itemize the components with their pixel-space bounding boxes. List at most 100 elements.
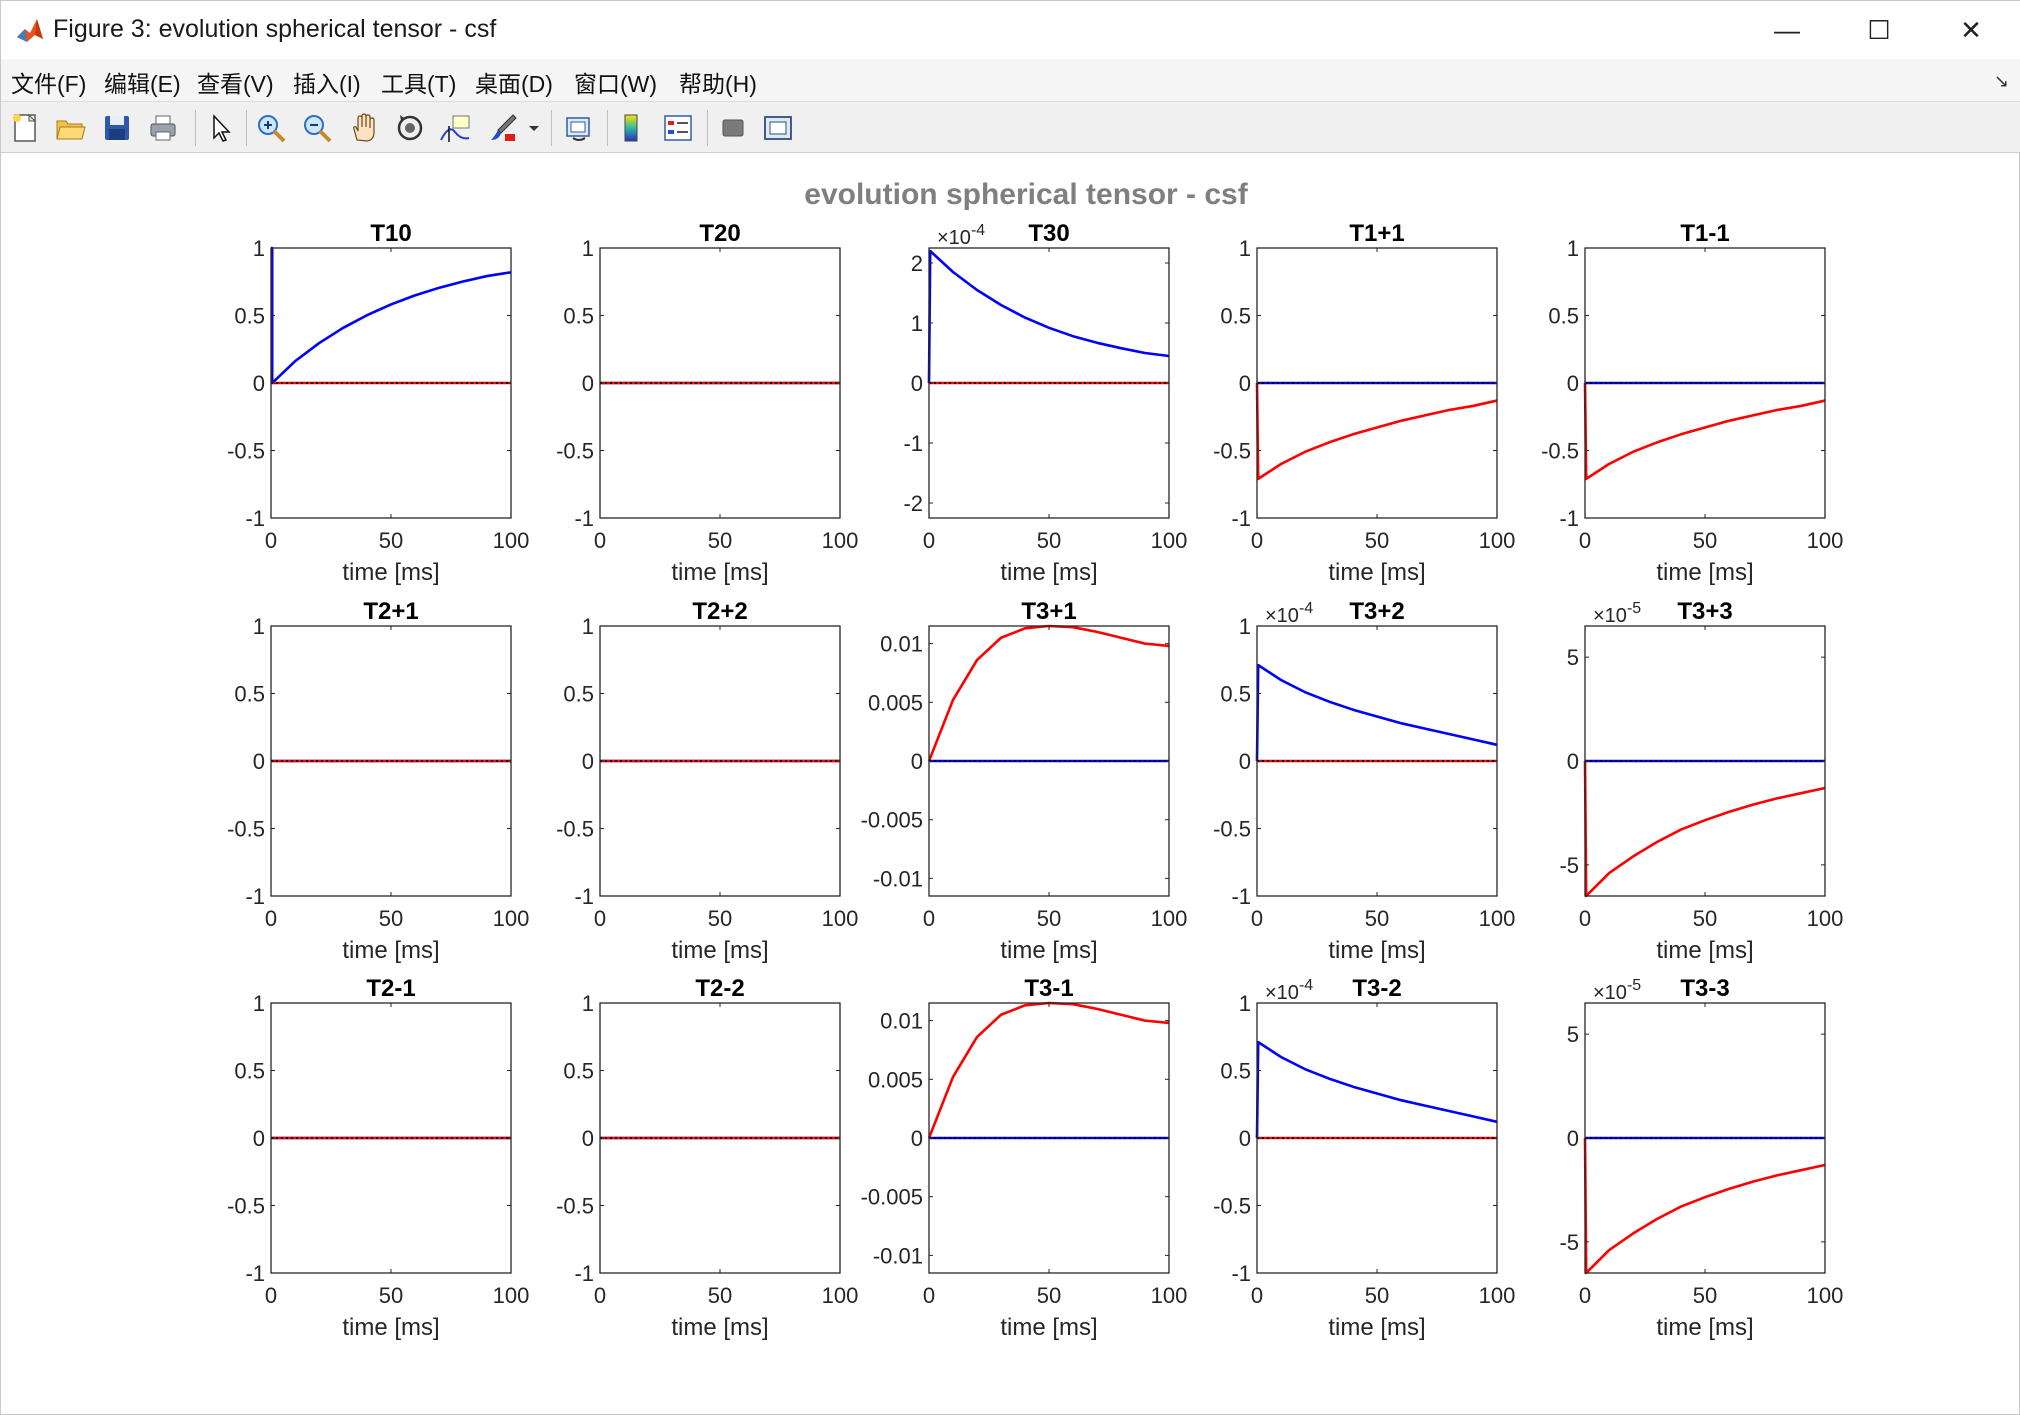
subplot-title: T3-1	[1024, 975, 1073, 1002]
figure-title: evolution spherical tensor - csf	[804, 178, 1248, 211]
zoom-in-icon[interactable]	[251, 108, 291, 148]
x-tick-label: 100	[822, 906, 859, 931]
series-line-blue	[1255, 663, 1498, 762]
x-tick-label: 0	[265, 906, 277, 931]
x-tick-label: 0	[265, 528, 277, 553]
y-tick-label: -1	[245, 884, 265, 909]
y-tick-label: -0.005	[861, 1185, 923, 1210]
menu-edit[interactable]: 编辑(E)	[104, 71, 181, 97]
show-plot-tools-icon[interactable]	[758, 108, 798, 148]
y-tick-label: -0.5	[556, 439, 594, 464]
axis-exponent: ×10-5	[1593, 600, 1641, 627]
rotate-3d-icon[interactable]	[390, 108, 430, 148]
y-tick-label: 0.5	[1220, 1059, 1251, 1084]
x-axis-label: time [ms]	[1000, 1314, 1097, 1341]
x-tick-label: 0	[265, 1283, 277, 1308]
minimize-icon: —	[1774, 14, 1800, 45]
print-icon[interactable]	[143, 108, 183, 148]
x-tick-label: 0	[594, 1283, 606, 1308]
y-tick-label: -0.5	[227, 1194, 265, 1219]
select-pointer-icon[interactable]	[200, 108, 240, 148]
x-tick-label: 50	[379, 1283, 403, 1308]
data-cursor-icon[interactable]	[435, 108, 475, 148]
y-tick-label: -0.5	[1213, 439, 1251, 464]
x-tick-label: 50	[1365, 906, 1389, 931]
x-tick-label: 0	[1579, 1283, 1591, 1308]
x-tick-label: 100	[822, 1283, 859, 1308]
colorbar-icon[interactable]	[612, 108, 652, 148]
x-tick-label: 50	[1037, 906, 1061, 931]
axis-exponent-power: -5	[1627, 977, 1641, 994]
subplot-title: T1+1	[1349, 220, 1404, 247]
axis-exponent-power: -5	[1627, 600, 1641, 617]
link-plot-icon[interactable]	[559, 108, 599, 148]
y-tick-label: 0	[1567, 749, 1579, 774]
y-tick-label: 1	[253, 236, 265, 261]
dock-arrow-icon[interactable]: ↘	[1993, 71, 2009, 91]
menu-insert[interactable]: 插入(I)	[293, 71, 361, 97]
x-tick-label: 0	[1579, 528, 1591, 553]
menu-tools[interactable]: 工具(T)	[381, 71, 457, 97]
zoom-out-icon[interactable]	[297, 108, 337, 148]
hide-plot-tools-icon[interactable]	[713, 108, 753, 148]
y-tick-label: -0.5	[227, 817, 265, 842]
y-tick-label: -2	[903, 491, 923, 516]
subplot-title: T10	[370, 220, 411, 247]
menu-desktop[interactable]: 桌面(D)	[475, 71, 553, 97]
open-file-icon[interactable]	[50, 108, 90, 148]
menu-view[interactable]: 查看(V)	[197, 71, 274, 97]
new-figure-icon[interactable]	[5, 108, 45, 148]
y-tick-label: -1	[903, 431, 923, 456]
x-tick-label: 100	[493, 528, 530, 553]
y-tick-label: -1	[245, 506, 265, 531]
y-tick-label: 0	[911, 1126, 923, 1151]
y-tick-label: -5	[1559, 853, 1579, 878]
axis-exponent: ×10-4	[1265, 600, 1313, 627]
x-tick-label: 50	[1693, 906, 1717, 931]
x-axis-label: time [ms]	[1000, 937, 1097, 964]
y-tick-label: 0	[1239, 1126, 1251, 1151]
axis-exponent: ×10-4	[937, 222, 985, 249]
maximize-button[interactable]: ☐	[1833, 1, 1925, 59]
toolbar-separator	[195, 110, 196, 146]
y-tick-label: 1	[253, 614, 265, 639]
x-tick-label: 100	[1807, 906, 1844, 931]
axis-exponent: ×10-4	[1265, 977, 1313, 1004]
y-tick-label: 5	[1567, 645, 1579, 670]
x-tick-label: 100	[1479, 906, 1516, 931]
y-tick-label: -1	[574, 1261, 594, 1286]
x-tick-label: 100	[493, 1283, 530, 1308]
x-axis-label: time [ms]	[671, 1314, 768, 1341]
y-tick-label: 0.5	[1548, 304, 1579, 329]
x-tick-label: 0	[923, 906, 935, 931]
save-icon[interactable]	[97, 108, 137, 148]
x-tick-label: 50	[708, 906, 732, 931]
toolbar-separator	[246, 110, 247, 146]
x-tick-label: 100	[1807, 528, 1844, 553]
legend-icon[interactable]	[658, 108, 698, 148]
axis-exponent-power: -4	[1299, 600, 1313, 617]
brush-icon[interactable]	[483, 108, 523, 148]
subplot-title: T2-2	[695, 975, 744, 1002]
menu-window[interactable]: 窗口(W)	[574, 71, 658, 97]
y-tick-label: 0.5	[234, 304, 265, 329]
x-tick-label: 100	[822, 528, 859, 553]
x-axis-label: time [ms]	[1656, 559, 1753, 586]
x-tick-label: 100	[493, 906, 530, 931]
series-line-red	[1583, 760, 1826, 898]
y-tick-label: -1	[1559, 506, 1579, 531]
menu-help[interactable]: 帮助(H)	[679, 71, 757, 97]
pan-hand-icon[interactable]	[344, 108, 384, 148]
brush-dropdown-icon[interactable]	[524, 108, 544, 148]
x-tick-label: 0	[923, 1283, 935, 1308]
y-tick-label: 0.5	[1220, 682, 1251, 707]
x-tick-label: 50	[1693, 1283, 1717, 1308]
x-tick-label: 0	[1579, 906, 1591, 931]
x-tick-label: 50	[1365, 528, 1389, 553]
y-tick-label: 0	[1567, 1126, 1579, 1151]
close-button[interactable]: ✕	[1925, 1, 2017, 59]
menu-file[interactable]: 文件(F)	[11, 71, 87, 97]
minimize-button[interactable]: —	[1741, 1, 1833, 59]
x-axis-label: time [ms]	[342, 1314, 439, 1341]
x-axis-label: time [ms]	[1328, 937, 1425, 964]
